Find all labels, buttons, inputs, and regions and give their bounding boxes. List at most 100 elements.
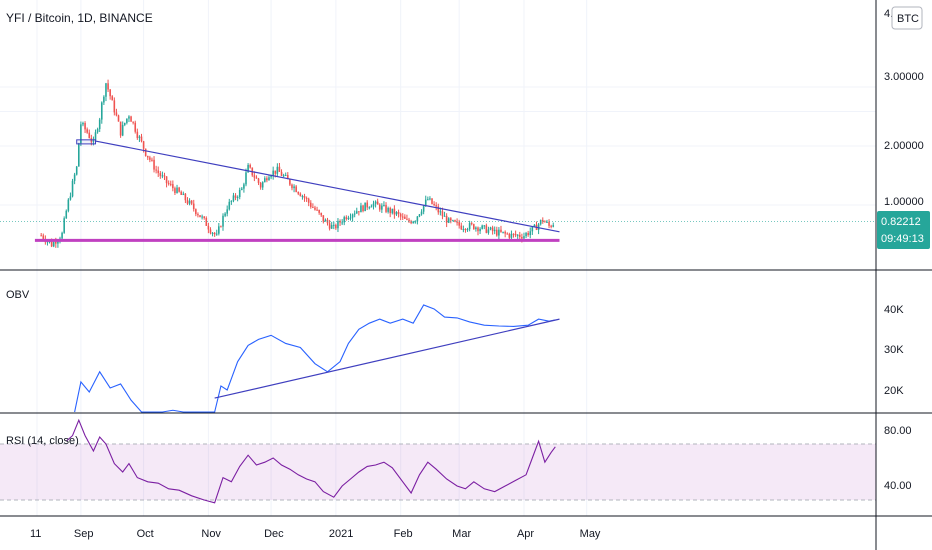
- candle-body: [458, 222, 460, 226]
- candle-body: [213, 232, 216, 235]
- candle-body: [341, 222, 343, 224]
- candle-body: [228, 201, 231, 210]
- candle-body: [119, 121, 122, 136]
- candle-body: [243, 184, 245, 189]
- candle-body: [470, 223, 473, 225]
- candle-body: [537, 224, 540, 230]
- candle-body: [521, 236, 523, 239]
- candle-body: [50, 241, 53, 247]
- candle-body: [370, 206, 373, 208]
- time-axis-label: Apr: [517, 528, 534, 540]
- candle-body: [539, 219, 542, 225]
- candle-body: [500, 229, 502, 233]
- candle-body: [188, 200, 191, 204]
- candle-body: [510, 233, 513, 238]
- candle-body: [328, 223, 331, 229]
- price-axis[interactable]: 1.00000 2.00000 3.00000 4.0: [884, 8, 924, 208]
- rsi-band: [0, 444, 876, 500]
- rsi-line: [65, 418, 556, 504]
- candle-body: [172, 184, 174, 189]
- candle-body: [395, 211, 398, 215]
- candle-body: [121, 124, 124, 136]
- candle-body: [456, 221, 458, 223]
- candle-body: [339, 220, 341, 223]
- candle-body: [491, 227, 494, 232]
- candle-body: [508, 234, 511, 238]
- candle-body: [211, 232, 214, 234]
- currency-button[interactable]: BTC: [891, 6, 923, 30]
- candle-body: [489, 227, 492, 230]
- candle-body: [130, 116, 132, 122]
- candle-body: [295, 186, 297, 192]
- last-price-tag-bg: [877, 211, 930, 249]
- candle-body: [115, 112, 118, 116]
- candle-body: [364, 202, 366, 212]
- candle-body: [481, 225, 483, 229]
- candle-body: [318, 209, 320, 213]
- candle-body: [96, 129, 99, 133]
- candle-body: [264, 178, 266, 183]
- candle-body: [441, 211, 444, 217]
- candle-body: [238, 189, 241, 197]
- candle-body: [209, 229, 212, 234]
- candle-body: [429, 198, 431, 200]
- candle-body: [69, 196, 72, 200]
- candle-body: [280, 171, 283, 176]
- candle-body: [224, 213, 226, 216]
- candle-body: [274, 170, 277, 174]
- time-axis[interactable]: 11 Sep Oct Nov Dec 2021 Feb Mar Apr May: [30, 528, 601, 540]
- candle-body: [226, 209, 228, 214]
- obv-pane[interactable]: [74, 304, 560, 413]
- candle-body: [249, 164, 251, 168]
- candle-body: [422, 205, 425, 212]
- candle-body: [272, 170, 274, 176]
- candle-body: [523, 236, 525, 239]
- candle-body: [433, 203, 435, 206]
- candle-body: [128, 116, 130, 119]
- candle-body: [40, 235, 42, 237]
- candle-body: [155, 169, 157, 171]
- candle-body: [220, 226, 222, 228]
- candle-body: [222, 215, 224, 227]
- candle-body: [73, 174, 76, 181]
- candle-body: [92, 140, 95, 142]
- candle-body: [190, 200, 193, 204]
- candle-body: [452, 220, 454, 222]
- candle-body: [418, 214, 421, 217]
- rsi-pane[interactable]: [0, 418, 876, 504]
- candle-body: [416, 216, 419, 222]
- price-tick: 3.00000: [884, 71, 924, 83]
- candle-body: [303, 196, 306, 198]
- candle-body: [245, 172, 247, 185]
- candle-body: [462, 229, 465, 231]
- candle-body: [420, 211, 423, 215]
- candle-body: [512, 233, 515, 235]
- candle-body: [401, 216, 404, 218]
- candle-body: [305, 197, 308, 199]
- candle-body: [86, 129, 88, 133]
- candle-body: [406, 218, 408, 220]
- candle-body: [138, 136, 141, 138]
- last-price: 0.82212: [881, 216, 921, 228]
- obv-tick: 40K: [884, 304, 904, 316]
- candle-body: [464, 229, 467, 231]
- candle-body: [301, 196, 304, 198]
- candle-body: [312, 206, 314, 208]
- rsi-axis[interactable]: 40.00 80.00: [884, 425, 912, 492]
- candle-body: [381, 205, 383, 210]
- candle-body: [203, 216, 205, 218]
- obv-axis[interactable]: 20K 30K 40K: [884, 304, 904, 397]
- candle-body: [266, 178, 268, 181]
- candle-body: [144, 148, 147, 156]
- candle-body: [42, 235, 45, 240]
- candle-body: [255, 177, 258, 179]
- candle-body: [435, 205, 437, 207]
- candle-body: [176, 187, 178, 193]
- candle-body: [437, 206, 440, 213]
- obv-label: OBV: [6, 289, 30, 301]
- price-pane[interactable]: [0, 79, 876, 248]
- price-tick: 1.00000: [884, 196, 924, 208]
- candle-body: [57, 241, 59, 244]
- time-axis-label: Oct: [137, 528, 154, 540]
